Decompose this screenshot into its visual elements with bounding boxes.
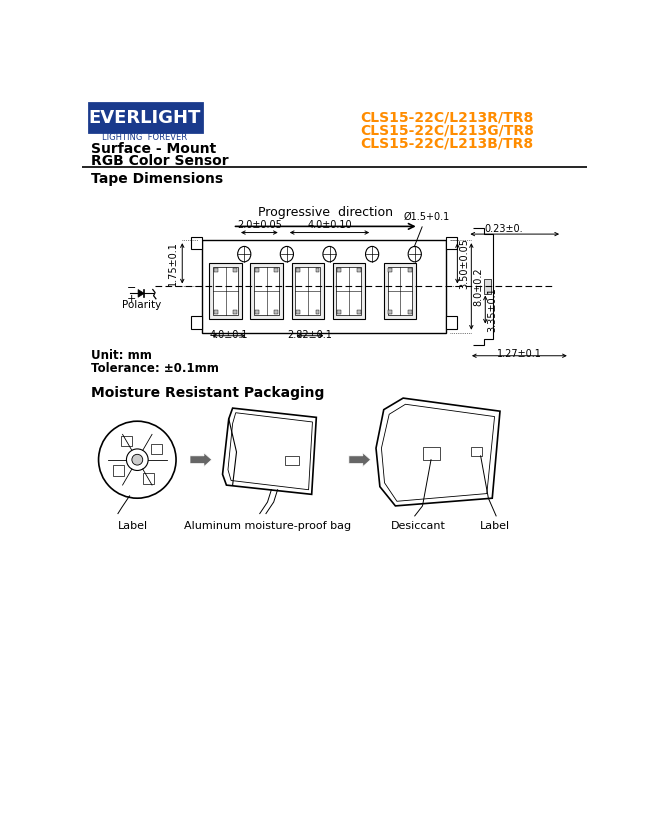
Text: LIGHTING  FOREVER: LIGHTING FOREVER: [102, 134, 188, 143]
Circle shape: [126, 449, 148, 470]
Polygon shape: [381, 404, 495, 501]
Text: 4.0±0.10: 4.0±0.10: [307, 220, 352, 231]
Polygon shape: [191, 237, 201, 249]
Bar: [484, 279, 491, 294]
Text: CLS15-22C/L213R/TR8: CLS15-22C/L213R/TR8: [361, 110, 534, 124]
Bar: [143, 473, 154, 484]
Text: Progressive  direction: Progressive direction: [258, 205, 393, 218]
Bar: [296, 268, 300, 272]
Text: Label: Label: [119, 522, 149, 531]
Circle shape: [132, 454, 143, 465]
Bar: [255, 268, 259, 272]
Polygon shape: [222, 408, 316, 495]
Bar: [337, 311, 341, 314]
Bar: [296, 311, 300, 314]
Bar: [357, 268, 361, 272]
Ellipse shape: [366, 246, 379, 262]
Bar: [337, 268, 341, 272]
Bar: [213, 267, 238, 315]
Bar: [214, 311, 218, 314]
Bar: [295, 267, 320, 315]
Text: 3.50±0.05: 3.50±0.05: [459, 238, 469, 289]
Bar: [389, 311, 393, 314]
Polygon shape: [191, 316, 201, 328]
Text: Unit: mm: Unit: mm: [91, 350, 152, 362]
Bar: [151, 443, 162, 454]
Ellipse shape: [408, 246, 421, 262]
Ellipse shape: [280, 246, 293, 262]
Bar: [316, 268, 319, 272]
Bar: [291, 263, 324, 319]
Text: +: +: [127, 293, 137, 304]
Polygon shape: [446, 237, 456, 249]
Text: Tape Dimensions: Tape Dimensions: [91, 172, 223, 186]
Text: Desiccant: Desiccant: [391, 522, 446, 531]
FancyBboxPatch shape: [89, 104, 201, 133]
Bar: [209, 263, 242, 319]
Bar: [254, 267, 279, 315]
Bar: [388, 267, 413, 315]
Bar: [286, 456, 299, 465]
Text: 1.27±0.1: 1.27±0.1: [497, 349, 542, 359]
Text: 8.0±0.2: 8.0±0.2: [473, 267, 483, 306]
Text: 2.0±0.05: 2.0±0.05: [237, 220, 282, 231]
Bar: [255, 311, 259, 314]
Polygon shape: [446, 316, 456, 328]
Text: Moisture Resistant Packaging: Moisture Resistant Packaging: [91, 385, 324, 399]
Bar: [408, 311, 411, 314]
FancyArrow shape: [190, 453, 212, 467]
Text: Surface - Mount: Surface - Mount: [91, 142, 216, 156]
Bar: [233, 311, 237, 314]
Bar: [384, 263, 416, 319]
Polygon shape: [228, 412, 312, 490]
Bar: [121, 436, 132, 447]
FancyArrow shape: [349, 453, 370, 467]
Bar: [471, 447, 482, 456]
Text: RGB Color Sensor: RGB Color Sensor: [91, 154, 228, 168]
Bar: [233, 268, 237, 272]
Text: EVERLIGHT: EVERLIGHT: [89, 109, 201, 127]
Text: Ø1.5+0.1: Ø1.5+0.1: [403, 211, 449, 247]
Text: Tolerance: ±0.1mm: Tolerance: ±0.1mm: [91, 362, 218, 375]
Bar: [336, 267, 361, 315]
Text: Label: Label: [479, 522, 510, 531]
Bar: [201, 240, 446, 333]
Bar: [316, 311, 319, 314]
Bar: [214, 268, 218, 272]
Circle shape: [98, 421, 176, 498]
Ellipse shape: [323, 246, 336, 262]
Text: CLS15-22C/L213B/TR8: CLS15-22C/L213B/TR8: [361, 136, 533, 150]
Text: 4.0±0.1: 4.0±0.1: [209, 329, 248, 340]
Text: −: −: [127, 283, 137, 293]
Polygon shape: [138, 289, 144, 297]
Bar: [250, 263, 283, 319]
Bar: [274, 268, 278, 272]
Polygon shape: [376, 398, 500, 506]
Bar: [333, 263, 365, 319]
Text: 0.23±0.: 0.23±0.: [484, 224, 523, 234]
Bar: [422, 447, 439, 460]
Ellipse shape: [238, 246, 251, 262]
Text: Aluminum moisture-proof bag: Aluminum moisture-proof bag: [184, 522, 351, 531]
Bar: [389, 268, 393, 272]
Text: 3.35±0.1: 3.35±0.1: [487, 287, 497, 332]
Bar: [408, 268, 411, 272]
Text: 2.82±0.1: 2.82±0.1: [288, 329, 333, 340]
Text: CLS15-22C/L213G/TR8: CLS15-22C/L213G/TR8: [361, 123, 535, 137]
Bar: [113, 465, 124, 476]
Bar: [274, 311, 278, 314]
Text: Polarity: Polarity: [122, 300, 161, 310]
Bar: [357, 311, 361, 314]
Text: 1.75±0.1: 1.75±0.1: [168, 241, 178, 286]
